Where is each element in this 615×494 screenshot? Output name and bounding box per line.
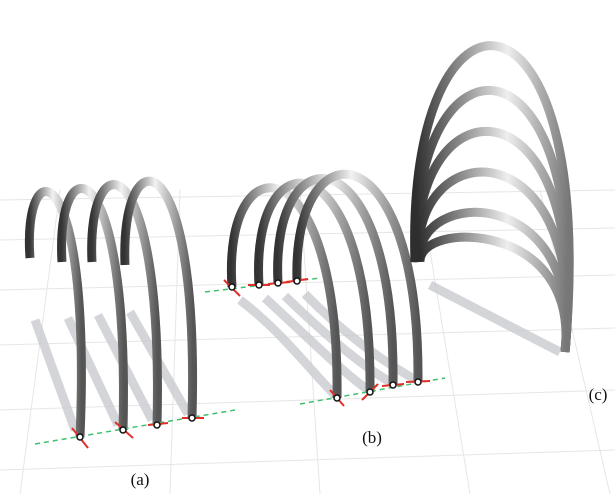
panel-label: (c) <box>589 385 608 404</box>
figure: (a) (b) (c) <box>0 0 615 494</box>
panel-label: (a) <box>131 470 150 489</box>
shadows <box>35 285 560 430</box>
arches-c <box>415 46 570 352</box>
panel-label: (b) <box>362 428 382 447</box>
